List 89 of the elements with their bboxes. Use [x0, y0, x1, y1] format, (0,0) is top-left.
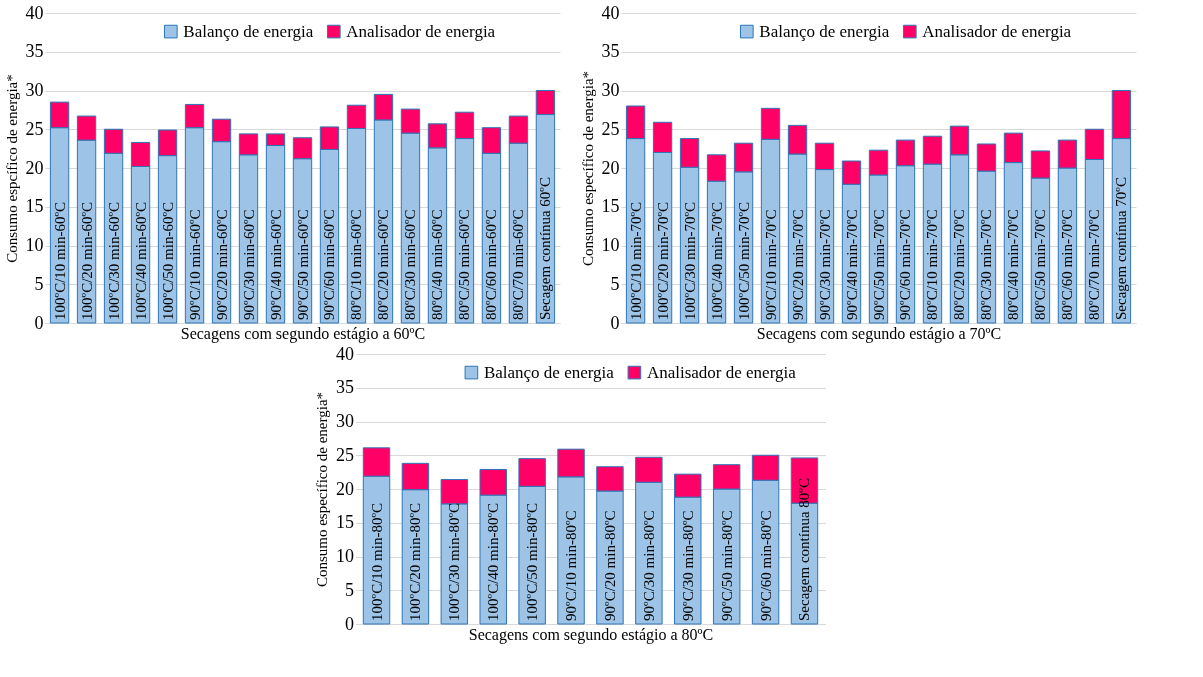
y-tick-label: 15: [25, 196, 44, 217]
x-tick-label: 100ºC/50 min-60ºC: [159, 201, 176, 320]
y-tick-label: 40: [601, 2, 620, 23]
x-tick-label: 90ºC/20 min-60ºC: [213, 209, 230, 320]
y-tick-label: 30: [336, 411, 354, 431]
x-tick-label: 90ºC/50 min-60ºC: [294, 209, 311, 320]
x-tick-label: 100ºC/50 min-70ºC: [735, 201, 752, 320]
y-tick-label: 5: [610, 273, 620, 294]
y-tick-label: 40: [25, 2, 44, 23]
y-tick-label: 5: [345, 579, 354, 600]
x-tick-label: Secagem contínua 80ºC: [796, 478, 813, 621]
x-tick-label: 90ºC/60 min-60ºC: [321, 209, 338, 320]
x-tick-label: 90ºC/10 min-70ºC: [762, 209, 779, 320]
y-tick-label: 5: [34, 273, 44, 294]
legend-label: Analisador de energia: [346, 21, 496, 41]
x-tick-label: 80ºC/40 min-60ºC: [429, 209, 446, 320]
x-tick-label: 90ºC/30 min-60ºC: [240, 209, 257, 320]
legend-label: Balanço de energia: [183, 21, 314, 41]
x-tick-label: 100ºC/20 min-60ºC: [78, 201, 95, 320]
y-tick-label: 10: [25, 235, 44, 255]
x-tick-label: 80ºC/30 min-70ºC: [978, 209, 995, 320]
x-axis-title: Secagens com segundo estágio a 70ºC: [756, 324, 1002, 343]
x-tick-label: 90ºC/10 min-60ºC: [186, 209, 203, 320]
y-tick-label: 35: [25, 41, 44, 62]
x-tick-label: 80ºC/50 min-70ºC: [1032, 209, 1049, 320]
x-tick-label: 80ºC/20 min-70ºC: [951, 209, 968, 320]
x-tick-label: 90ºC/30 min-80ºC: [640, 510, 657, 621]
y-tick-label: 40: [336, 343, 354, 364]
x-axis-title: Secagens com segundo estágio a 60ºC: [180, 324, 426, 343]
x-tick-label: 100ºC/50 min-80ºC: [524, 502, 541, 621]
x-tick-label: 100ºC/20 min-80ºC: [407, 502, 424, 621]
y-tick-label: 10: [601, 235, 620, 255]
legend-label: Analisador de energia: [646, 362, 797, 382]
y-tick-label: 10: [336, 546, 354, 566]
x-tick-label: 80ºC/40 min-70ºC: [1005, 209, 1022, 320]
legend-label: Balanço de energia: [759, 21, 890, 41]
y-tick-label: 25: [601, 118, 620, 139]
x-tick-label: 90ºC/30 min-70ºC: [816, 209, 833, 320]
y-tick-label: 20: [601, 157, 620, 178]
x-tick-label: 80ºC/20 min-60ºC: [375, 209, 392, 320]
y-tick-label: 25: [336, 444, 354, 465]
x-tick-label: 80ºC/50 min-60ºC: [456, 209, 473, 320]
y-tick-label: 15: [336, 512, 354, 533]
y-tick-label: 35: [336, 377, 354, 398]
x-tick-label: 90ºC/40 min-60ºC: [267, 209, 284, 320]
y-tick-label: 30: [25, 80, 44, 100]
x-tick-label: 100ºC/10 min-80ºC: [368, 502, 385, 621]
x-tick-label: 90ºC/50 min-80ºC: [718, 510, 735, 621]
x-tick-label: 80ºC/60 min-60ºC: [483, 209, 500, 320]
x-tick-label: 100ºC/40 min-60ºC: [132, 201, 149, 320]
y-tick-label: 0: [345, 613, 354, 634]
x-axis-title: Secagens com segundo estágio a 80ºC: [468, 625, 714, 644]
y-tick-label: 30: [601, 80, 620, 100]
x-tick-label: Secagem contínua 60ºC: [537, 177, 554, 320]
x-tick-label: 100ºC/40 min-70ºC: [708, 201, 725, 320]
y-axis-title: Consumo espcífico de energia*: [3, 74, 20, 263]
x-tick-label: 80ºC/60 min-70ºC: [1059, 209, 1076, 320]
y-tick-label: 35: [601, 41, 620, 62]
x-tick-label: 80ºC/30 min-60ºC: [402, 209, 419, 320]
x-tick-label: 100ºC/30 min-60ºC: [105, 201, 122, 320]
x-tick-label: 90ºC/60 min-70ºC: [897, 209, 914, 320]
y-tick-label: 0: [610, 312, 620, 333]
y-tick-label: 25: [25, 118, 44, 139]
x-tick-label: 80ºC/10 min-60ºC: [348, 209, 365, 320]
y-tick-label: 0: [34, 312, 44, 333]
y-axis-title: Consumo específico de energia*: [314, 391, 330, 588]
x-tick-label: 90ºC/60 min-80ºC: [757, 510, 774, 621]
x-tick-label: 90ºC/30 min-80ºC: [679, 510, 696, 621]
x-tick-label: 100ºC/20 min-70ºC: [654, 201, 671, 320]
y-tick-label: 15: [601, 196, 620, 217]
x-tick-label: 90ºC/10 min-80ºC: [563, 510, 580, 621]
legend-label: Balanço de energia: [483, 362, 615, 382]
x-tick-label: 80ºC/70 min-70ºC: [1086, 209, 1103, 320]
x-tick-label: 90ºC/50 min-70ºC: [870, 209, 887, 320]
x-tick-label: 80ºC/70 min-60ºC: [510, 209, 527, 320]
x-tick-label: 90ºC/20 min-80ºC: [601, 510, 618, 621]
y-tick-label: 20: [25, 157, 44, 178]
y-tick-label: 20: [336, 478, 354, 499]
x-tick-label: 100ºC/30 min-80ºC: [446, 502, 463, 621]
x-tick-label: 100ºC/10 min-70ºC: [627, 201, 644, 320]
x-tick-label: 90ºC/40 min-70ºC: [843, 209, 860, 320]
legend-label: Analisador de energia: [922, 21, 1072, 41]
x-tick-label: 100ºC/10 min-60ºC: [51, 201, 68, 320]
x-tick-label: 80ºC/10 min-70ºC: [924, 209, 941, 320]
x-tick-label: 100ºC/40 min-80ºC: [485, 502, 502, 621]
x-tick-label: 90ºC/20 min-70ºC: [789, 209, 806, 320]
x-tick-label: 100ºC/30 min-70ºC: [681, 201, 698, 320]
y-axis-title: Consumo específico de energia*: [579, 70, 596, 267]
x-tick-label: Secagem contínua 70ºC: [1113, 177, 1130, 320]
